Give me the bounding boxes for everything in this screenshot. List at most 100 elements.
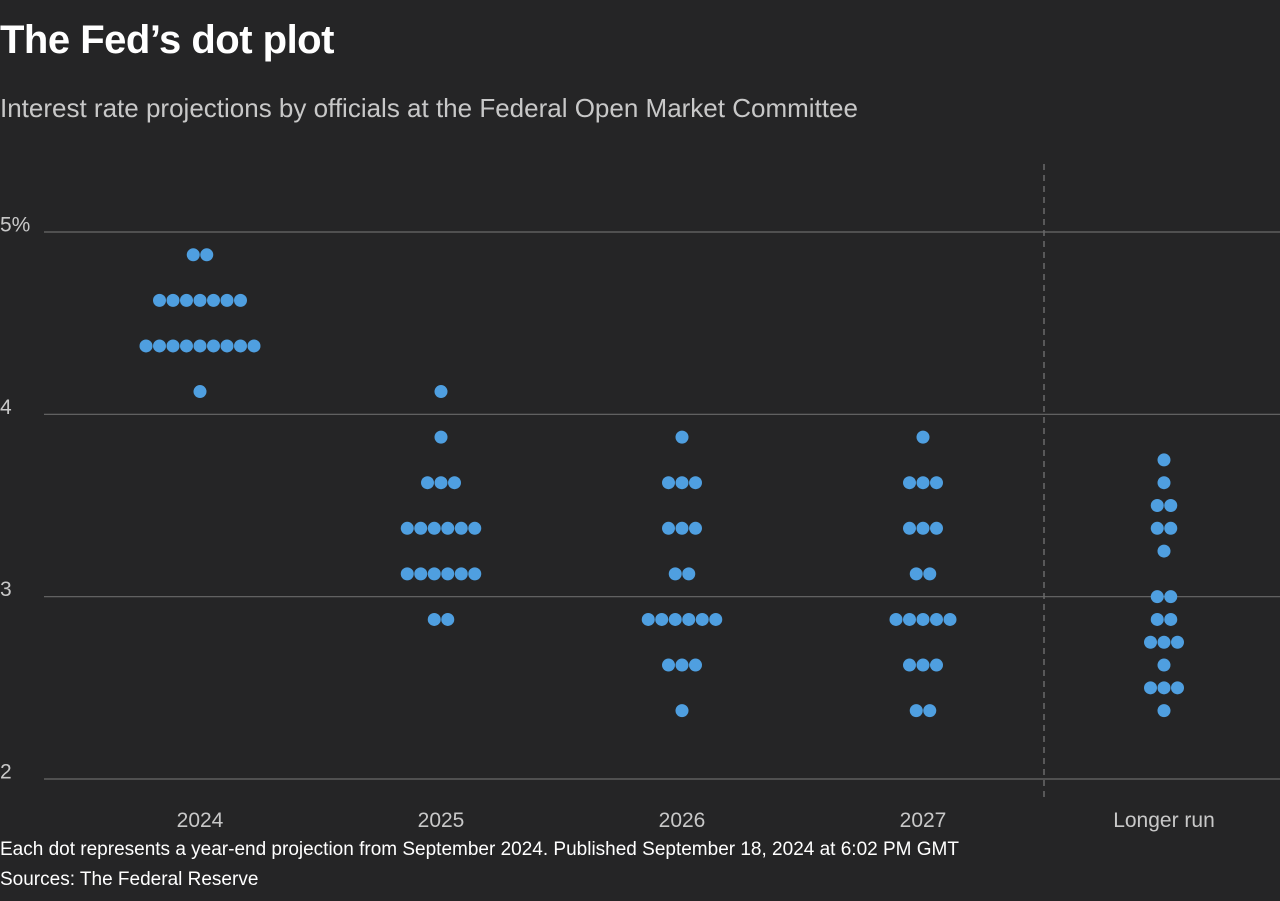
dots-layer <box>139 248 1184 718</box>
dot-2026-3.625 <box>662 476 675 490</box>
dot-2024-4.625 <box>180 293 193 307</box>
dot-2027-2.875 <box>930 612 943 626</box>
dot-2025-3.375 <box>400 521 414 535</box>
dot-2026-2.875 <box>682 612 696 626</box>
dot-2027-2.375 <box>923 704 937 718</box>
y-tick-labels: 2 3 4 5% <box>0 214 30 784</box>
chart-title: The Fed’s dot plot <box>0 18 334 62</box>
dot-2025-3.125 <box>400 567 414 581</box>
dot-2024-4.375 <box>139 339 153 353</box>
dot-2027-2.375 <box>909 704 923 718</box>
dot-2025-2.875 <box>427 612 441 626</box>
dot-longer-run-2.75 <box>1157 635 1171 649</box>
dot-2026-3.625 <box>675 476 689 490</box>
dot-2024-4.625 <box>220 293 234 307</box>
dot-2027-3.375 <box>916 521 930 535</box>
dot-2024-4.625 <box>234 293 247 307</box>
dot-2027-3.125 <box>923 567 937 581</box>
x-tick-label-2024: 2024 <box>177 809 224 832</box>
dot-2027-3.375 <box>903 521 916 535</box>
dot-longer-run-3 <box>1150 590 1164 604</box>
dot-2025-3.375 <box>454 521 468 535</box>
y-tick-label-5: 5% <box>0 214 30 237</box>
dot-2026-2.625 <box>675 658 689 672</box>
dot-2026-3.375 <box>675 521 689 535</box>
dot-2024-4.375 <box>220 339 234 353</box>
dot-2025-3.125 <box>427 567 441 581</box>
dot-2024-4.625 <box>207 293 220 307</box>
dot-2025-3.375 <box>468 521 482 535</box>
dot-longer-run-3 <box>1164 590 1178 604</box>
chart-subtitle: Interest rate projections by officials a… <box>0 93 858 123</box>
dot-longer-run-3.5 <box>1164 499 1178 512</box>
x-tick-label-2025: 2025 <box>418 809 465 832</box>
dot-longer-run-2.5 <box>1157 681 1171 695</box>
x-tick-labels: 2024 2025 2026 2027 Longer run <box>177 809 1215 832</box>
dot-2024-4.375 <box>193 339 207 353</box>
dot-2024-4.375 <box>247 339 261 353</box>
dot-2025-3.125 <box>414 567 428 581</box>
dot-2027-3.625 <box>930 476 943 490</box>
dot-longer-run-3.375 <box>1150 521 1164 535</box>
dot-2026-3.625 <box>689 476 702 490</box>
dot-2024-4.375 <box>166 339 180 353</box>
dot-2025-3.875 <box>434 430 448 444</box>
dot-2026-2.625 <box>689 658 702 672</box>
footnote: Each dot represents a year-end projectio… <box>0 839 959 860</box>
dot-2026-2.375 <box>675 704 689 718</box>
dot-2024-4.625 <box>166 293 180 307</box>
dot-2025-3.375 <box>414 521 428 535</box>
dot-2025-4.125 <box>434 385 448 399</box>
dot-longer-run-3.25 <box>1157 544 1171 558</box>
dot-longer-run-2.75 <box>1144 635 1157 649</box>
dot-2024-4.875 <box>200 248 214 262</box>
dot-2026-2.875 <box>709 612 723 626</box>
dot-2026-3.125 <box>668 567 682 581</box>
dot-2027-3.125 <box>909 567 923 581</box>
y-tick-label-3: 3 <box>0 578 12 601</box>
dot-longer-run-2.625 <box>1157 658 1171 672</box>
dot-2027-3.625 <box>916 476 930 490</box>
dot-2026-3.375 <box>689 521 702 535</box>
dot-longer-run-3.375 <box>1164 521 1178 535</box>
dot-2026-2.875 <box>695 612 709 626</box>
dot-2027-2.625 <box>916 658 930 672</box>
dot-2024-4.375 <box>207 339 220 353</box>
dot-plot-chart: 2 3 4 5% 2024 2025 2026 2027 Longer run <box>0 164 1280 832</box>
dot-2025-3.625 <box>448 476 461 490</box>
dot-2027-2.625 <box>930 658 943 672</box>
dot-2024-4.375 <box>234 339 247 353</box>
dot-2026-2.625 <box>662 658 675 672</box>
x-tick-label-2026: 2026 <box>659 809 706 832</box>
dot-2026-2.875 <box>655 612 669 626</box>
dot-longer-run-2.875 <box>1150 612 1164 626</box>
dot-2025-3.125 <box>441 567 455 581</box>
source-note: Sources: The Federal Reserve <box>0 869 259 890</box>
dot-2024-4.125 <box>193 385 207 399</box>
dot-longer-run-2.375 <box>1157 704 1171 718</box>
dot-2024-4.375 <box>180 339 193 353</box>
y-tick-label-4: 4 <box>0 396 12 419</box>
dot-2024-4.625 <box>193 293 207 307</box>
dot-longer-run-3.625 <box>1157 476 1171 490</box>
dot-longer-run-2.875 <box>1164 612 1178 626</box>
dot-2025-3.625 <box>421 476 434 490</box>
dot-2025-3.625 <box>434 476 448 490</box>
dot-longer-run-3.75 <box>1157 453 1171 467</box>
dot-2025-2.875 <box>441 612 455 626</box>
dot-longer-run-2.75 <box>1171 635 1184 649</box>
y-tick-label-2: 2 <box>0 761 12 784</box>
dot-2026-3.375 <box>662 521 675 535</box>
dot-2027-2.625 <box>903 658 916 672</box>
dot-2026-3.875 <box>675 430 689 444</box>
dot-2027-2.875 <box>889 612 903 626</box>
dot-2027-2.875 <box>943 612 957 626</box>
x-tick-label-2027: 2027 <box>900 809 947 832</box>
dot-2026-2.875 <box>668 612 682 626</box>
dot-2027-3.375 <box>930 521 943 535</box>
dot-2025-3.125 <box>468 567 482 581</box>
grid-layer <box>44 231 1280 780</box>
dot-2025-3.375 <box>427 521 441 535</box>
dot-2027-2.875 <box>903 612 916 626</box>
dot-longer-run-2.5 <box>1171 681 1184 695</box>
